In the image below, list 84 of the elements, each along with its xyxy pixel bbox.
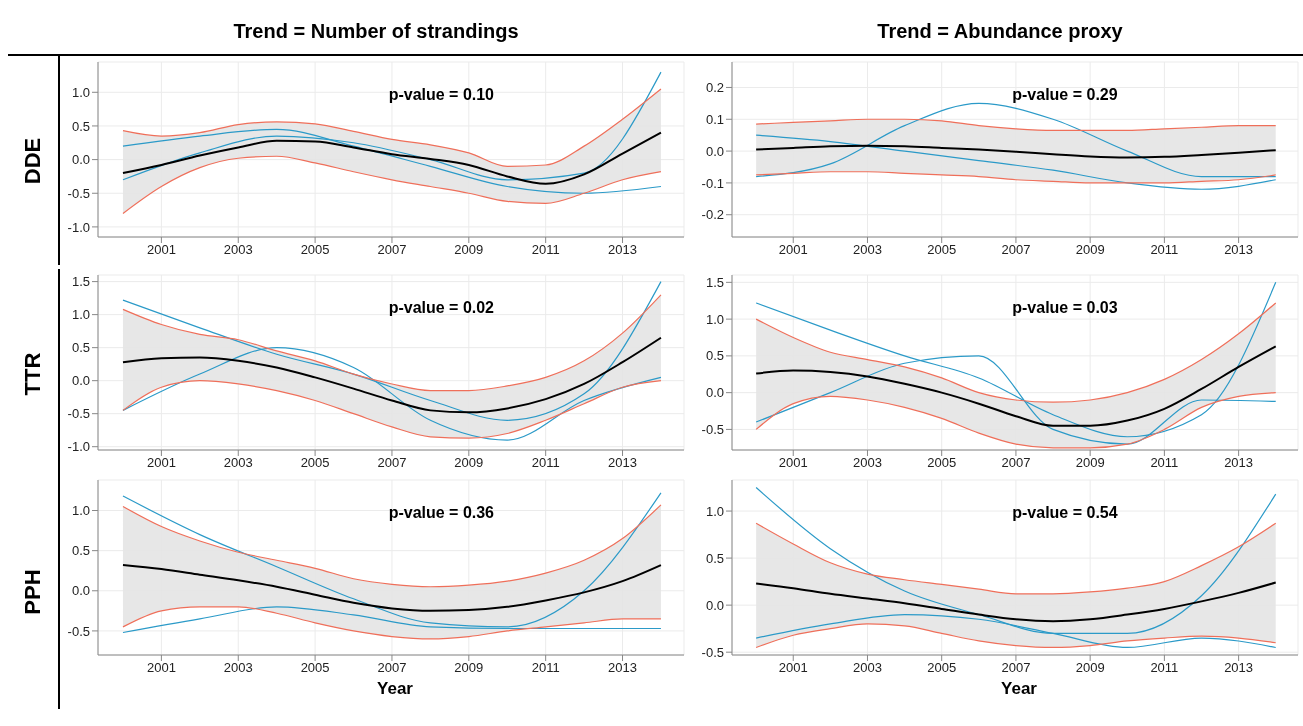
- x-tick-label: 2013: [608, 242, 637, 258]
- x-tick-label: 2011: [531, 455, 560, 471]
- x-tick-label: 2001: [146, 660, 176, 676]
- x-tick-label: 2001: [778, 242, 808, 258]
- x-tick-label: 2013: [1224, 455, 1254, 471]
- x-tick-label: 2001: [146, 242, 176, 258]
- x-tick-label: 2003: [223, 455, 253, 471]
- x-axis-title: Year: [377, 679, 413, 698]
- y-tick-label: -1.0: [67, 439, 90, 455]
- annotation: p-value = 0.10: [388, 86, 495, 103]
- y-tick-label: 0.5: [705, 348, 724, 364]
- x-tick-label: 2005: [927, 455, 957, 471]
- x-tick-label: 2009: [454, 455, 484, 471]
- y-tick-label: 1.0: [71, 503, 90, 519]
- x-tick-label: 2007: [1001, 660, 1031, 676]
- x-tick-label: 2007: [1001, 242, 1031, 258]
- x-tick-label: 2009: [454, 660, 484, 676]
- y-tick-label: -0.5: [701, 644, 724, 660]
- y-tick-label: -0.5: [67, 406, 90, 422]
- x-tick-label: 2005: [300, 455, 330, 471]
- y-tick-label: 0.2: [705, 80, 724, 96]
- x-tick-label: 2009: [1075, 242, 1105, 258]
- x-tick-label: 2007: [377, 242, 407, 258]
- y-tick-label: 0.0: [71, 152, 90, 168]
- y-tick-label: 1.5: [71, 274, 90, 290]
- x-tick-label: 2013: [608, 455, 637, 471]
- x-tick-label: 2005: [927, 242, 957, 258]
- annotation: p-value = 0.03: [1012, 299, 1118, 316]
- x-tick-label: 2001: [146, 455, 176, 471]
- annotation: p-value = 0.02: [388, 299, 495, 316]
- x-axis-title: Year: [1001, 679, 1037, 698]
- x-tick-label: 2007: [377, 455, 407, 471]
- x-tick-label: 2003: [223, 242, 253, 258]
- y-tick-label: 1.0: [705, 311, 724, 327]
- y-tick-label: 0.5: [71, 340, 90, 356]
- y-tick-label: 0.1: [705, 111, 724, 127]
- y-tick-label: 0.0: [705, 385, 724, 401]
- y-tick-label: -0.5: [67, 185, 90, 201]
- y-tick-label: 1.0: [705, 503, 724, 519]
- x-tick-label: 2013: [1224, 242, 1254, 258]
- y-axis-title: PPH: [20, 568, 45, 615]
- x-tick-label: 2011: [531, 660, 560, 676]
- y-tick-label: 0.5: [71, 118, 90, 134]
- x-tick-label: 2009: [1075, 455, 1105, 471]
- y-tick-label: 0.0: [705, 597, 724, 613]
- x-tick-label: 2003: [853, 455, 882, 471]
- y-tick-label: 1.0: [71, 307, 90, 323]
- y-axis-title: TTR: [19, 352, 45, 395]
- x-tick-label: 2005: [300, 660, 330, 676]
- y-tick-label: 0.5: [705, 550, 724, 566]
- x-tick-label: 2003: [853, 242, 882, 258]
- chart-title: Trend = Number of strandings: [233, 19, 519, 43]
- y-tick-label: 1.0: [71, 84, 90, 100]
- y-tick-label: 0.0: [71, 373, 90, 389]
- y-tick-label: -0.5: [67, 623, 90, 639]
- x-tick-label: 2011: [1150, 455, 1179, 471]
- x-tick-label: 2005: [300, 242, 330, 258]
- annotation: p-value = 0.36: [388, 504, 495, 521]
- y-tick-label: -1.0: [67, 219, 90, 235]
- y-tick-label: 1.5: [705, 274, 724, 290]
- x-tick-label: 2007: [1001, 455, 1031, 471]
- y-tick-label: 0.5: [71, 543, 90, 559]
- annotation: p-value = 0.54: [1012, 504, 1118, 521]
- x-tick-label: 2011: [1150, 242, 1179, 258]
- y-tick-label: -0.2: [701, 207, 724, 223]
- x-tick-label: 2011: [531, 242, 560, 258]
- y-axis-title: DDE: [19, 137, 45, 184]
- x-tick-label: 2013: [1224, 660, 1254, 676]
- x-tick-label: 2011: [1150, 660, 1179, 676]
- y-tick-label: -0.1: [701, 175, 724, 191]
- x-tick-label: 2003: [223, 660, 253, 676]
- x-tick-label: 2009: [454, 242, 484, 258]
- x-tick-label: 2009: [1075, 660, 1105, 676]
- annotation: p-value = 0.29: [1012, 86, 1118, 103]
- x-tick-label: 2003: [853, 660, 882, 676]
- y-tick-label: 0.0: [71, 583, 90, 599]
- x-tick-label: 2005: [927, 660, 957, 676]
- x-tick-label: 2001: [778, 660, 808, 676]
- y-tick-label: -0.5: [701, 422, 724, 438]
- chart-title: Trend = Abundance proxy: [877, 19, 1123, 43]
- y-tick-label: 0.0: [705, 143, 724, 159]
- x-tick-label: 2013: [608, 660, 637, 676]
- x-tick-label: 2001: [778, 455, 808, 471]
- x-tick-label: 2007: [377, 660, 407, 676]
